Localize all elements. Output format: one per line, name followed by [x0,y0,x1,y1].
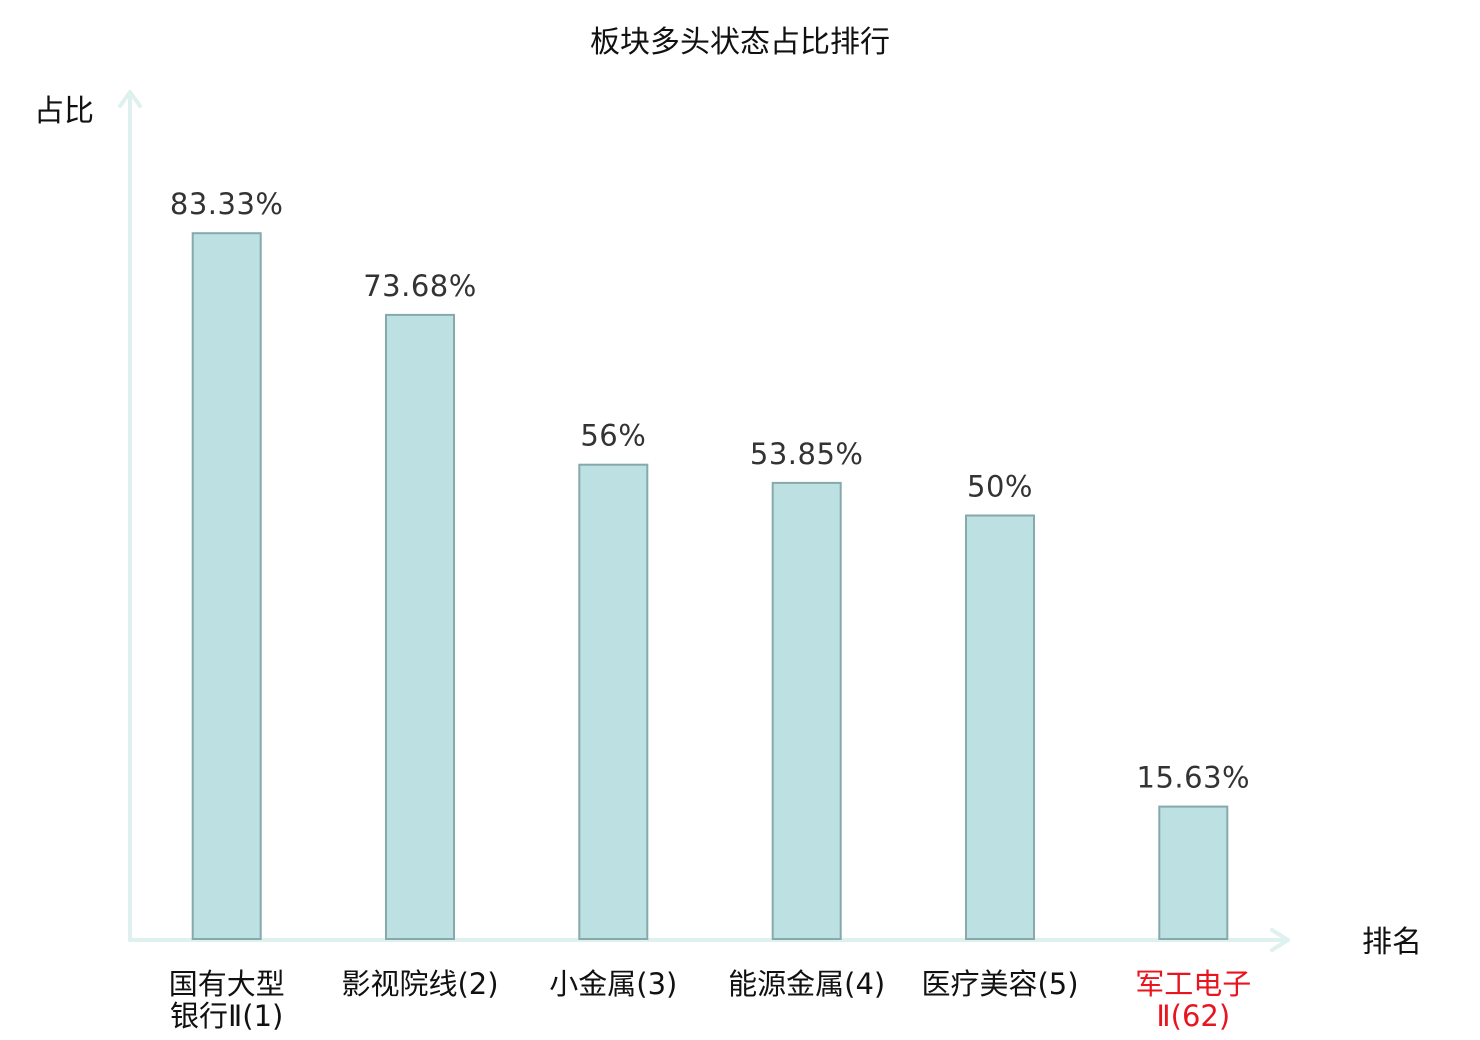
bar [771,481,842,940]
category-label: 能源金属(4) [728,967,885,1001]
y-axis-label: 占比 [34,94,94,129]
bar [1158,805,1229,940]
category-label-line: 国有大型 [169,967,285,1001]
bars [191,232,1229,940]
category-label-line: 影视院线(2) [341,967,498,1001]
axes [118,90,1290,952]
category-label-line: Ⅱ(62) [1156,999,1230,1033]
category-label-line: 能源金属(4) [728,967,885,1001]
y-axis-arrowhead [118,90,142,108]
category-label-line: 小金属(3) [549,967,677,1001]
category-label: 医疗美容(5) [921,967,1078,1001]
category-label-line: 银行Ⅱ(1) [170,999,283,1033]
category-label: 军工电子 Ⅱ(62) [1135,967,1251,1033]
category-label: 国有大型银行Ⅱ(1) [169,967,285,1033]
value-label: 56% [580,419,646,453]
bar [191,232,262,940]
category-label: 影视院线(2) [341,967,498,1001]
category-label-line: 军工电子 [1135,967,1251,1001]
category-label-line: 医疗美容(5) [921,967,1078,1001]
value-label: 73.68% [363,269,477,303]
value-label: 83.33% [170,187,284,221]
chart-title: 板块多头状态占比排行 [590,25,890,60]
bar [965,514,1035,940]
bar [385,313,455,940]
value-label: 15.63% [1137,761,1251,795]
category-labels: 国有大型银行Ⅱ(1) 影视院线(2) 小金属(3) 能源金属(4) 医疗美容(5) 军工电… [169,967,1252,1033]
value-labels: 83.33% 73.68% 56% 53.85% 50% 15.63% [170,187,1250,794]
x-axis-label: 排名 [1362,925,1422,960]
category-label: 小金属(3) [549,967,677,1001]
value-label: 50% [967,470,1033,504]
value-label: 53.85% [750,437,864,471]
x-axis-arrowhead [1270,928,1290,952]
bar [578,463,649,940]
